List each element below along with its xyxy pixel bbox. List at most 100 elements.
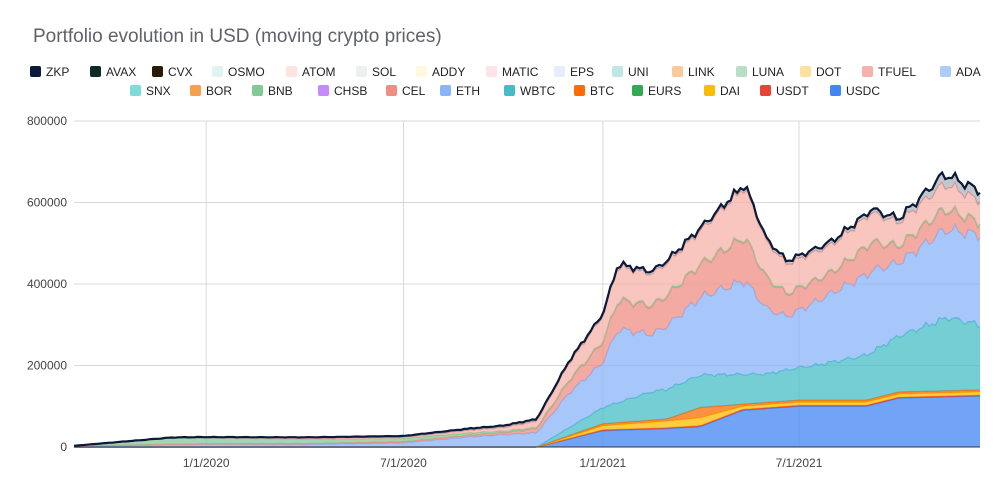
chart-legend: ZKP AVAX CVX OSMO ATOM SOL ADDY MATIC EPS UNI LINK…	[30, 65, 981, 98]
legend-swatch-uni	[612, 66, 623, 77]
legend-item-ada: ADA	[940, 65, 981, 79]
legend-item-link: LINK	[672, 65, 715, 79]
legend-swatch-eurs	[632, 85, 643, 96]
legend-label-bnb: BNB	[268, 84, 293, 98]
legend-swatch-matic	[486, 66, 497, 77]
area-wbtc	[74, 317, 980, 447]
legend-item-usdt: USDT	[760, 84, 809, 98]
legend-swatch-osmo	[212, 66, 223, 77]
area-usdt	[74, 395, 980, 447]
legend-label-avax: AVAX	[106, 65, 136, 79]
legend-swatch-wbtc	[504, 85, 515, 96]
legend-item-bnb: BNB	[252, 84, 293, 98]
y-tick-label: 400000	[27, 277, 67, 291]
legend-label-chsb: CHSB	[334, 84, 367, 98]
legend-label-btc: BTC	[590, 84, 614, 98]
legend-item-avax: AVAX	[90, 65, 136, 79]
legend-item-wbtc: WBTC	[504, 84, 556, 98]
legend-item-usdc: USDC	[830, 84, 880, 98]
legend-swatch-btc	[574, 85, 585, 96]
x-tick-label: 7/1/2020	[380, 456, 427, 470]
x-tick-label: 1/1/2020	[183, 456, 230, 470]
legend-label-usdc: USDC	[846, 84, 880, 98]
legend-label-usdt: USDT	[776, 84, 809, 98]
legend-swatch-bor	[190, 85, 201, 96]
x-tick-label: 7/1/2021	[776, 456, 823, 470]
legend-label-eps: EPS	[570, 65, 594, 79]
chart-title: Portfolio evolution in USD (moving crypt…	[33, 26, 442, 47]
legend-item-bor: BOR	[190, 84, 232, 98]
legend-swatch-link	[672, 66, 683, 77]
legend-item-zkp: ZKP	[30, 65, 69, 79]
legend-item-cvx: CVX	[152, 65, 193, 79]
area-btc	[74, 389, 980, 447]
line-zkp	[73, 170, 981, 447]
legend-item-atom: ATOM	[286, 65, 336, 79]
legend-item-chsb: CHSB	[318, 84, 367, 98]
legend-item-cel: CEL	[386, 84, 426, 98]
legend-item-btc: BTC	[574, 84, 614, 98]
legend-item-luna: LUNA	[736, 65, 784, 79]
legend-item-osmo: OSMO	[212, 65, 265, 79]
legend-item-addy: ADDY	[416, 65, 465, 79]
y-tick-label: 800000	[27, 114, 67, 128]
legend-swatch-usdt	[760, 85, 771, 96]
legend-item-eps: EPS	[554, 65, 594, 79]
area-cel	[74, 206, 980, 446]
legend-label-dai: DAI	[720, 84, 740, 98]
legend-item-dot: DOT	[800, 65, 842, 79]
legend-swatch-sol	[356, 66, 367, 77]
legend-label-osmo: OSMO	[228, 65, 265, 79]
legend-item-matic: MATIC	[486, 65, 539, 79]
legend-label-cvx: CVX	[168, 65, 193, 79]
legend-label-bor: BOR	[206, 84, 232, 98]
legend-item-uni: UNI	[612, 65, 649, 79]
legend-swatch-addy	[416, 66, 427, 77]
legend-label-ada: ADA	[956, 65, 981, 79]
legend-label-tfuel: TFUEL	[878, 65, 916, 79]
legend-label-snx: SNX	[146, 84, 171, 98]
x-tick-label: 1/1/2021	[580, 456, 627, 470]
legend-swatch-dai	[704, 85, 715, 96]
area-tfuel	[74, 182, 980, 446]
y-tick-label: 200000	[27, 359, 67, 373]
legend-item-eth: ETH	[440, 84, 480, 98]
area-eth	[74, 224, 980, 447]
legend-label-dot: DOT	[816, 65, 842, 79]
legend-swatch-eps	[554, 66, 565, 77]
legend-swatch-zkp	[30, 66, 41, 77]
legend-swatch-bnb	[252, 85, 263, 96]
legend-item-tfuel: TFUEL	[862, 65, 916, 79]
legend-swatch-cel	[386, 85, 397, 96]
legend-swatch-eth	[440, 85, 451, 96]
legend-swatch-snx	[130, 85, 141, 96]
legend-label-zkp: ZKP	[46, 65, 69, 79]
legend-swatch-chsb	[318, 85, 329, 96]
y-tick-label: 600000	[27, 196, 67, 210]
legend-label-luna: LUNA	[752, 65, 784, 79]
legend-swatch-usdc	[830, 85, 841, 96]
legend-label-wbtc: WBTC	[520, 84, 556, 98]
legend-label-uni: UNI	[628, 65, 649, 79]
legend-label-atom: ATOM	[302, 65, 336, 79]
x-axis-ticks: 1/1/2020 7/1/2020 1/1/2021 7/1/2021	[183, 456, 823, 470]
legend-label-eurs: EURS	[648, 84, 681, 98]
legend-swatch-dot	[800, 66, 811, 77]
legend-swatch-avax	[90, 66, 101, 77]
legend-swatch-atom	[286, 66, 297, 77]
legend-swatch-tfuel	[862, 66, 873, 77]
y-tick-label: 0	[60, 440, 67, 454]
chart-areas	[73, 170, 981, 448]
legend-swatch-ada	[940, 66, 951, 77]
legend-swatch-cvx	[152, 66, 163, 77]
legend-swatch-luna	[736, 66, 747, 77]
legend-item-dai: DAI	[704, 84, 740, 98]
legend-item-eurs: EURS	[632, 84, 681, 98]
legend-label-sol: SOL	[372, 65, 396, 79]
legend-item-sol: SOL	[356, 65, 396, 79]
y-axis-ticks: 0 200000 400000 600000 800000	[27, 114, 67, 454]
area-usdc	[74, 396, 980, 447]
legend-label-cel: CEL	[402, 84, 426, 98]
legend-label-link: LINK	[688, 65, 715, 79]
